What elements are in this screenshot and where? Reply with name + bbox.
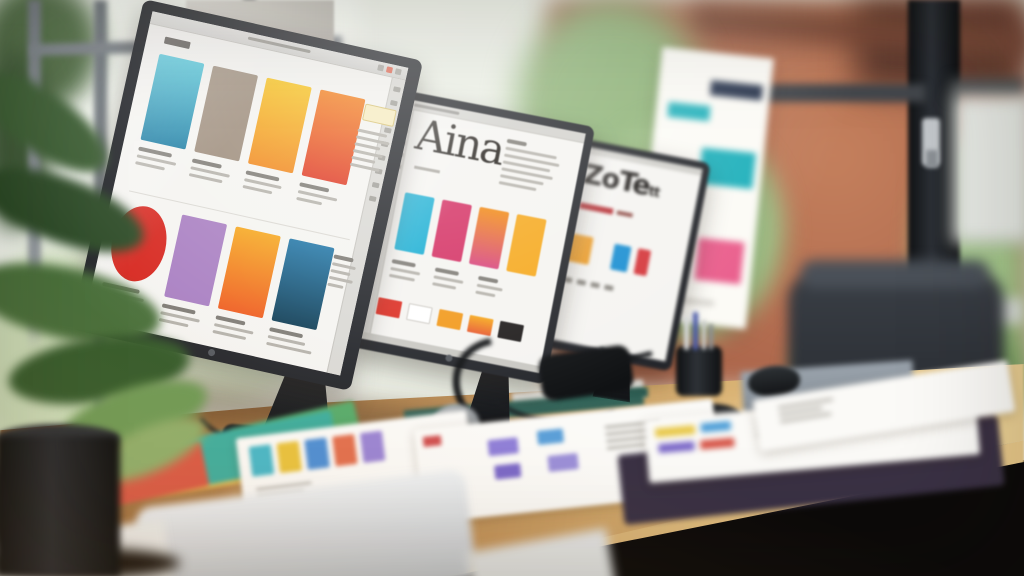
thumbnail [405, 303, 433, 325]
swatch [194, 65, 259, 162]
thumbnail [436, 308, 464, 331]
swatch [468, 206, 510, 270]
caption [266, 327, 315, 355]
colour-tab [658, 441, 695, 454]
pen [693, 312, 698, 350]
colour-tab [700, 420, 732, 433]
pen [684, 316, 689, 350]
brand-logo-text: ZoTett [580, 158, 661, 202]
document-logo-mark [163, 36, 191, 50]
caption-column [475, 275, 504, 299]
tool-icon [392, 86, 401, 93]
building-window [952, 94, 1024, 244]
text-line [391, 259, 416, 268]
pen [702, 320, 706, 350]
swatch-row [566, 233, 652, 277]
tool-icon [383, 127, 392, 134]
text-line [327, 282, 344, 289]
text-line [432, 282, 457, 290]
brand-logo-suffix: tt [647, 184, 661, 201]
caption [242, 170, 291, 198]
body-text-block [498, 138, 563, 195]
tool-icon [368, 195, 377, 202]
pen [709, 324, 713, 350]
text-line [476, 283, 503, 292]
window-handle-base [926, 150, 938, 168]
tool-icon [371, 181, 380, 189]
poster-swatch [694, 237, 745, 285]
colour-tab [654, 425, 696, 438]
caption [135, 146, 184, 174]
swatch [394, 192, 435, 255]
swatch [217, 226, 281, 319]
text-line [475, 290, 496, 298]
swatch [140, 53, 205, 150]
caption [212, 315, 261, 343]
colour-chip [547, 452, 579, 473]
tool-icon [389, 99, 398, 107]
text-line [333, 254, 354, 263]
titlebar-icon [377, 64, 385, 72]
caption-glyphs [562, 276, 614, 292]
caption [777, 397, 836, 424]
swatch [506, 214, 547, 277]
colour-strip [332, 434, 358, 467]
text-line [506, 138, 528, 147]
plant-pot [0, 436, 120, 576]
logo-underline-mark [616, 210, 633, 218]
caption-column [388, 259, 422, 282]
titlebar-icon [394, 68, 402, 76]
wordmark-caption [413, 165, 441, 174]
text-line [388, 273, 415, 282]
pen-cup [676, 346, 722, 396]
text-line [330, 268, 351, 277]
text-line [434, 267, 460, 276]
text-line [349, 162, 380, 173]
logo-underline [578, 202, 614, 215]
titlebar-icon [385, 66, 394, 74]
swatch [609, 243, 632, 273]
colour-strip [276, 440, 303, 474]
text-line [603, 284, 614, 292]
colour-strip [304, 437, 330, 470]
poster-swatch [709, 80, 764, 101]
caption-column [432, 267, 465, 290]
thumbnail [375, 297, 403, 319]
colour-strip [359, 430, 386, 464]
swatch [247, 77, 312, 174]
caption [158, 303, 208, 331]
text-line [777, 397, 834, 410]
colour-strip [248, 444, 275, 477]
text-line [296, 196, 323, 206]
swatch [164, 214, 228, 307]
monitor-logo-dot [444, 354, 454, 363]
colour-tab [699, 437, 735, 450]
red-corner-mark [422, 435, 442, 448]
thumbnail [466, 314, 494, 337]
monitor-logo-dot [207, 348, 216, 357]
colour-chip [494, 463, 522, 480]
swatch [431, 199, 473, 263]
text-line [477, 275, 499, 284]
window-frame-horizontal [750, 84, 926, 102]
building-window-lintel [950, 78, 1024, 98]
swatch [271, 238, 335, 331]
caption [296, 182, 345, 210]
poster-swatch [667, 101, 711, 122]
text-line [590, 281, 600, 289]
colour-chip [487, 437, 519, 457]
swatch [633, 248, 652, 277]
text-line [576, 279, 587, 286]
chair-top-edge [800, 260, 990, 288]
caption [188, 158, 238, 186]
swatch-row-1 [135, 53, 366, 210]
colour-chip [536, 428, 565, 446]
